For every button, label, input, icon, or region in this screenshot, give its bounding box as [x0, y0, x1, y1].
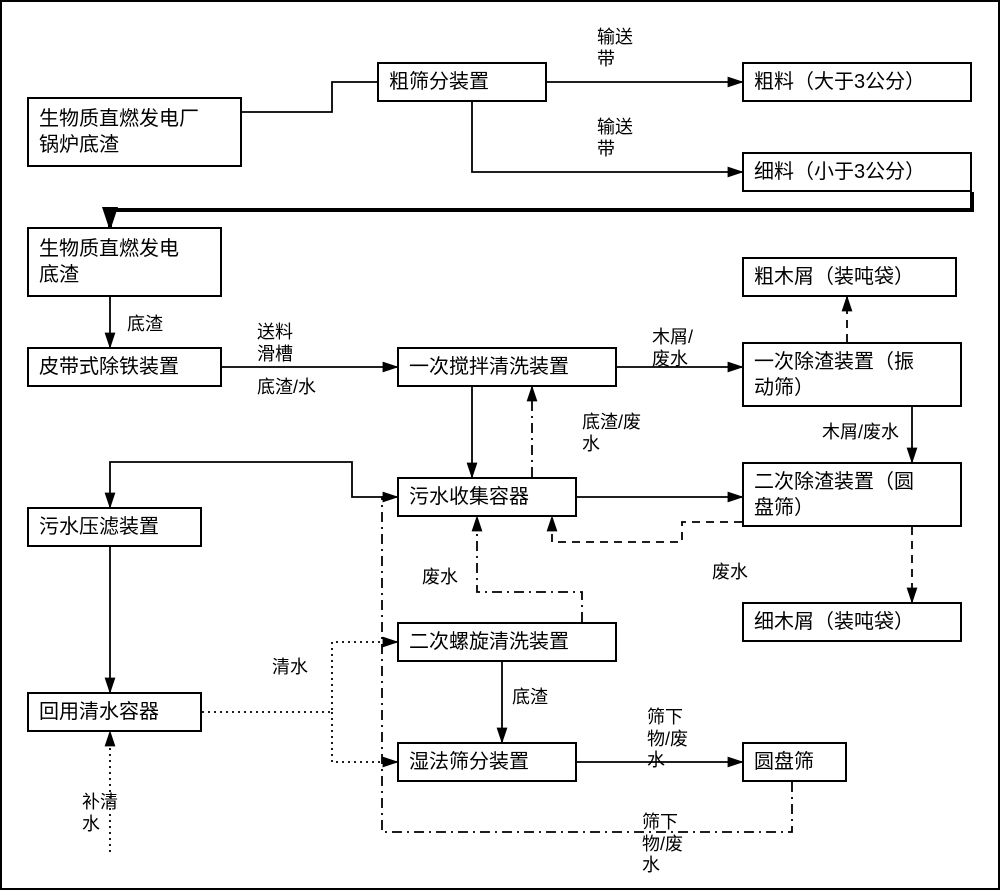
node-first-mixing-wash: 一次搅拌清洗装置 — [397, 347, 617, 387]
node-first-slag-removal: 一次除渣装置（振动筛） — [742, 342, 962, 407]
node-text: 圆盘筛 — [754, 749, 814, 775]
edge-label-conveyor-1: 输送带 — [597, 27, 633, 70]
node-text: 粗木屑（装吨袋） — [754, 264, 914, 290]
edge-label-clean-water: 清水 — [272, 657, 308, 679]
node-fine-material: 细料（小于3公分） — [742, 152, 972, 192]
edge-label-sawdust-waste-1: 木屑/废水 — [652, 327, 693, 370]
node-text: 生物质直燃发电厂锅炉底渣 — [39, 106, 199, 158]
edge-label-slag-1: 底渣 — [127, 314, 163, 336]
edge-label-slag-water: 底渣/水 — [257, 377, 316, 399]
node-second-spiral-wash: 二次螺旋清洗装置 — [397, 622, 617, 662]
node-text: 皮带式除铁装置 — [39, 354, 179, 380]
node-input-plant-slag: 生物质直燃发电厂锅炉底渣 — [27, 97, 242, 167]
node-text: 湿法筛分装置 — [409, 749, 529, 775]
edge-label-conveyor-2: 输送带 — [597, 117, 633, 160]
edge-label-chute: 送料滑槽 — [257, 322, 293, 365]
node-text: 一次搅拌清洗装置 — [409, 354, 569, 380]
node-text: 二次除渣装置（圆盘筛） — [754, 469, 914, 521]
node-coarse-material: 粗料（大于3公分） — [742, 62, 972, 102]
node-reuse-water-container: 回用清水容器 — [27, 692, 202, 732]
node-coarse-sawdust: 粗木屑（装吨袋） — [742, 257, 957, 297]
node-text: 二次螺旋清洗装置 — [409, 629, 569, 655]
node-text: 粗筛分装置 — [389, 69, 489, 95]
edge-label-sawdust-waste-2: 木屑/废水 — [822, 422, 899, 444]
node-sewage-press-filter: 污水压滤装置 — [27, 507, 202, 547]
node-text: 生物质直燃发电底渣 — [39, 236, 179, 288]
node-text: 细木屑（装吨袋） — [754, 609, 914, 635]
node-text: 污水收集容器 — [409, 484, 529, 510]
node-disc-screen: 圆盘筛 — [742, 742, 847, 782]
edge-label-slag-2: 底渣 — [512, 687, 548, 709]
edge-label-undersize-1: 筛下物/废水 — [647, 707, 688, 772]
diagram-container: { "type": "flowchart", "background_color… — [0, 0, 1000, 890]
edge-label-supply-water: 补清水 — [82, 792, 118, 835]
edge-label-waste-2: 废水 — [712, 562, 748, 584]
node-belt-iron-remover: 皮带式除铁装置 — [27, 347, 222, 387]
node-wet-screening: 湿法筛分装置 — [397, 742, 577, 782]
edge-label-undersize-2: 筛下物/废水 — [642, 812, 683, 877]
node-text: 一次除渣装置（振动筛） — [754, 349, 914, 401]
node-text: 细料（小于3公分） — [754, 159, 925, 185]
node-text: 回用清水容器 — [39, 699, 159, 725]
node-coarse-screen: 粗筛分装置 — [377, 62, 547, 102]
node-text: 粗料（大于3公分） — [754, 69, 925, 95]
edge-label-waste-1: 废水 — [422, 567, 458, 589]
node-fine-sawdust: 细木屑（装吨袋） — [742, 602, 962, 642]
node-biomass-slag: 生物质直燃发电底渣 — [27, 227, 222, 297]
node-sewage-container: 污水收集容器 — [397, 477, 577, 517]
edge-label-slag-waste: 底渣/废水 — [582, 412, 641, 455]
node-text: 污水压滤装置 — [39, 514, 159, 540]
node-second-slag-removal: 二次除渣装置（圆盘筛） — [742, 462, 962, 527]
